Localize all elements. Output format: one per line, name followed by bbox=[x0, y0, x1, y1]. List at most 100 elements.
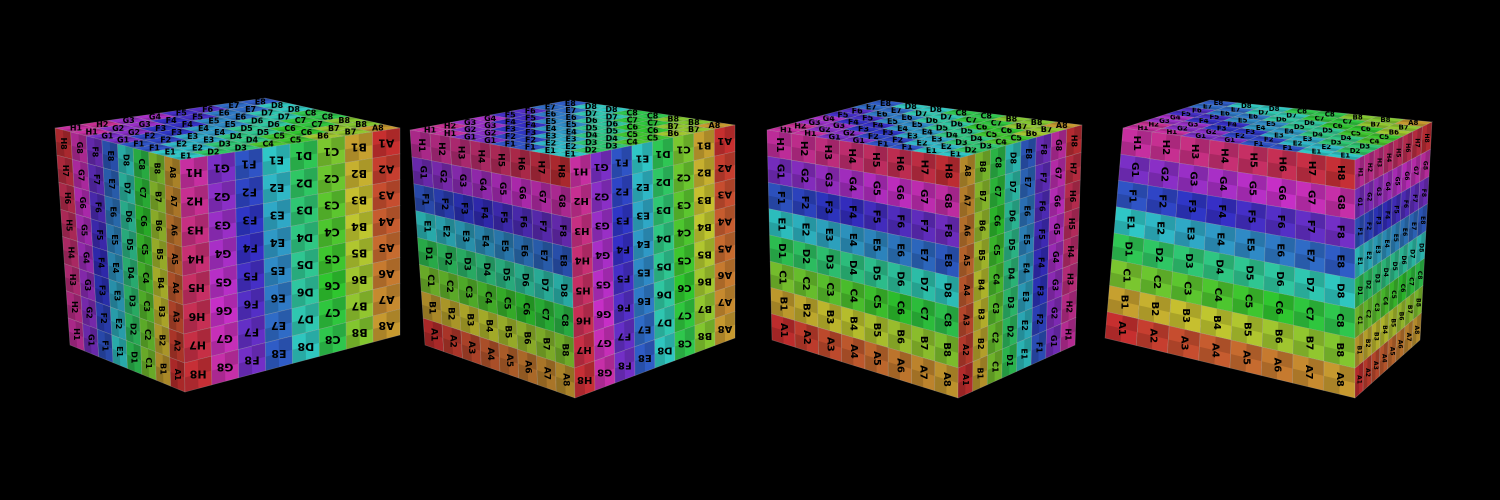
checker-square bbox=[534, 282, 545, 300]
checker-square bbox=[540, 150, 561, 155]
texture-cell-label: D7 bbox=[1008, 181, 1017, 193]
checker-square bbox=[622, 116, 643, 121]
checker-square bbox=[541, 211, 552, 229]
checker-square bbox=[450, 150, 462, 167]
texture-cell-label: D3 bbox=[823, 255, 834, 270]
texture-cell-label: D2 bbox=[585, 146, 597, 155]
texture-cell-label: D5 bbox=[500, 268, 510, 282]
cube-3-left-face: H1 H2 H3 H4 H5 H6 H7 H8 G1 G2 G3 G4 G5 G6 G7 G8 F1 F2 F3 F4… bbox=[766, 129, 961, 399]
checker-square bbox=[73, 173, 82, 189]
texture-cell-label: H4 bbox=[187, 252, 204, 265]
texture-cell-label: G4 bbox=[595, 249, 610, 260]
checker-square bbox=[80, 161, 89, 178]
texture-cell-label: C3 bbox=[463, 285, 473, 298]
texture-cell-label: H2 bbox=[70, 301, 79, 313]
checker-square bbox=[297, 113, 320, 117]
checker-square bbox=[421, 158, 433, 175]
checker-square bbox=[140, 150, 150, 167]
checker-square bbox=[180, 172, 195, 189]
checker-square bbox=[110, 124, 132, 129]
texture-cell-label: G2 bbox=[594, 190, 609, 201]
checker-square bbox=[157, 136, 180, 141]
texture-cell-label: A3 bbox=[717, 189, 732, 200]
checker-square bbox=[358, 132, 373, 148]
texture-cell-label: A5 bbox=[378, 241, 394, 254]
checker-square bbox=[540, 110, 561, 115]
checker-square bbox=[561, 124, 582, 129]
checker-square bbox=[372, 273, 387, 290]
checker-square bbox=[115, 120, 137, 125]
texture-cell-label: D5 bbox=[240, 124, 253, 133]
checker-square bbox=[462, 194, 474, 211]
checker-square bbox=[292, 132, 315, 137]
texture-cell-label: G2 bbox=[484, 128, 496, 137]
texture-cell-label: A5 bbox=[170, 253, 179, 265]
texture-cell-label: E4 bbox=[270, 236, 286, 249]
texture-cell-label: F6 bbox=[1275, 215, 1286, 229]
texture-cell-label: D2 bbox=[296, 176, 313, 189]
texture-cell-label: D3 bbox=[1006, 296, 1015, 308]
checker-square bbox=[81, 188, 91, 205]
checker-square bbox=[292, 319, 306, 337]
texture-cell-label: G1 bbox=[213, 162, 230, 175]
checker-square bbox=[179, 120, 201, 125]
texture-cell-label: G8 bbox=[1054, 139, 1063, 152]
cube-1-left-face: H8 G8 F8 E8 D8 C8 B8 A8 H7 G7 F7 E7 D7 C7 B7 A7 H6 G6 F6 E6… bbox=[54, 127, 186, 393]
texture-cell-label: G1 bbox=[1356, 197, 1363, 206]
checker-square bbox=[580, 150, 601, 154]
checker-square bbox=[298, 128, 321, 133]
checker-square bbox=[173, 140, 196, 145]
checker-square bbox=[136, 120, 158, 125]
texture-cell-label: E2 bbox=[269, 181, 284, 194]
texture-cell-label: G4 bbox=[484, 114, 497, 123]
texture-cell-label: F7 bbox=[1411, 194, 1418, 202]
checker-square bbox=[551, 198, 562, 216]
checker-square bbox=[96, 315, 105, 332]
texture-cell-label: D4 bbox=[606, 134, 619, 143]
texture-cell-label: A1 bbox=[961, 374, 970, 386]
texture-cell-label: B7 bbox=[667, 122, 679, 131]
checker-square bbox=[111, 169, 120, 187]
checker-square bbox=[632, 157, 643, 175]
texture-cell-label: F8 bbox=[1335, 225, 1346, 239]
checker-square bbox=[704, 121, 725, 126]
texture-cell-label: E5 bbox=[871, 238, 882, 252]
checker-square bbox=[93, 260, 102, 277]
texture-cell-label: A3 bbox=[824, 337, 835, 352]
texture-cell-label: C3 bbox=[324, 199, 340, 212]
texture-cell-label: F8 bbox=[244, 354, 259, 367]
texture-cell-label: D8 bbox=[121, 154, 130, 167]
texture-cell-label: H1 bbox=[86, 128, 99, 137]
checker-square bbox=[332, 295, 347, 313]
checker-square bbox=[136, 247, 145, 264]
checker-square bbox=[642, 126, 664, 131]
texture-cell-label: E6 bbox=[894, 243, 905, 257]
texture-cell-label: C7 bbox=[295, 116, 306, 125]
texture-cell-label: E4 bbox=[1215, 232, 1226, 246]
texture-cell-label: B4 bbox=[351, 220, 367, 233]
checker-square bbox=[277, 253, 292, 271]
texture-cell-label: C1 bbox=[1356, 316, 1363, 325]
checker-square bbox=[309, 136, 332, 140]
checker-square bbox=[175, 302, 184, 320]
checker-square bbox=[67, 304, 76, 321]
texture-cell-label: G7 bbox=[1412, 166, 1419, 175]
checker-square bbox=[581, 124, 602, 128]
checker-square bbox=[211, 367, 226, 385]
checker-square bbox=[140, 331, 149, 349]
texture-cell-label: C2 bbox=[677, 171, 691, 182]
checker-square bbox=[511, 190, 523, 208]
texture-cell-label: B6 bbox=[1272, 329, 1283, 344]
texture-cell-label: D8 bbox=[585, 102, 598, 111]
checker-square bbox=[502, 203, 513, 220]
texture-cell-label: G4 bbox=[477, 178, 487, 192]
checker-square bbox=[184, 374, 199, 392]
texture-cell-label: E7 bbox=[1023, 177, 1032, 188]
texture-cell-label: F4 bbox=[1036, 257, 1045, 268]
checker-square bbox=[285, 105, 308, 110]
checker-square bbox=[480, 140, 501, 144]
checker-square bbox=[440, 126, 461, 130]
checker-square bbox=[141, 360, 150, 378]
checker-square bbox=[663, 122, 684, 127]
